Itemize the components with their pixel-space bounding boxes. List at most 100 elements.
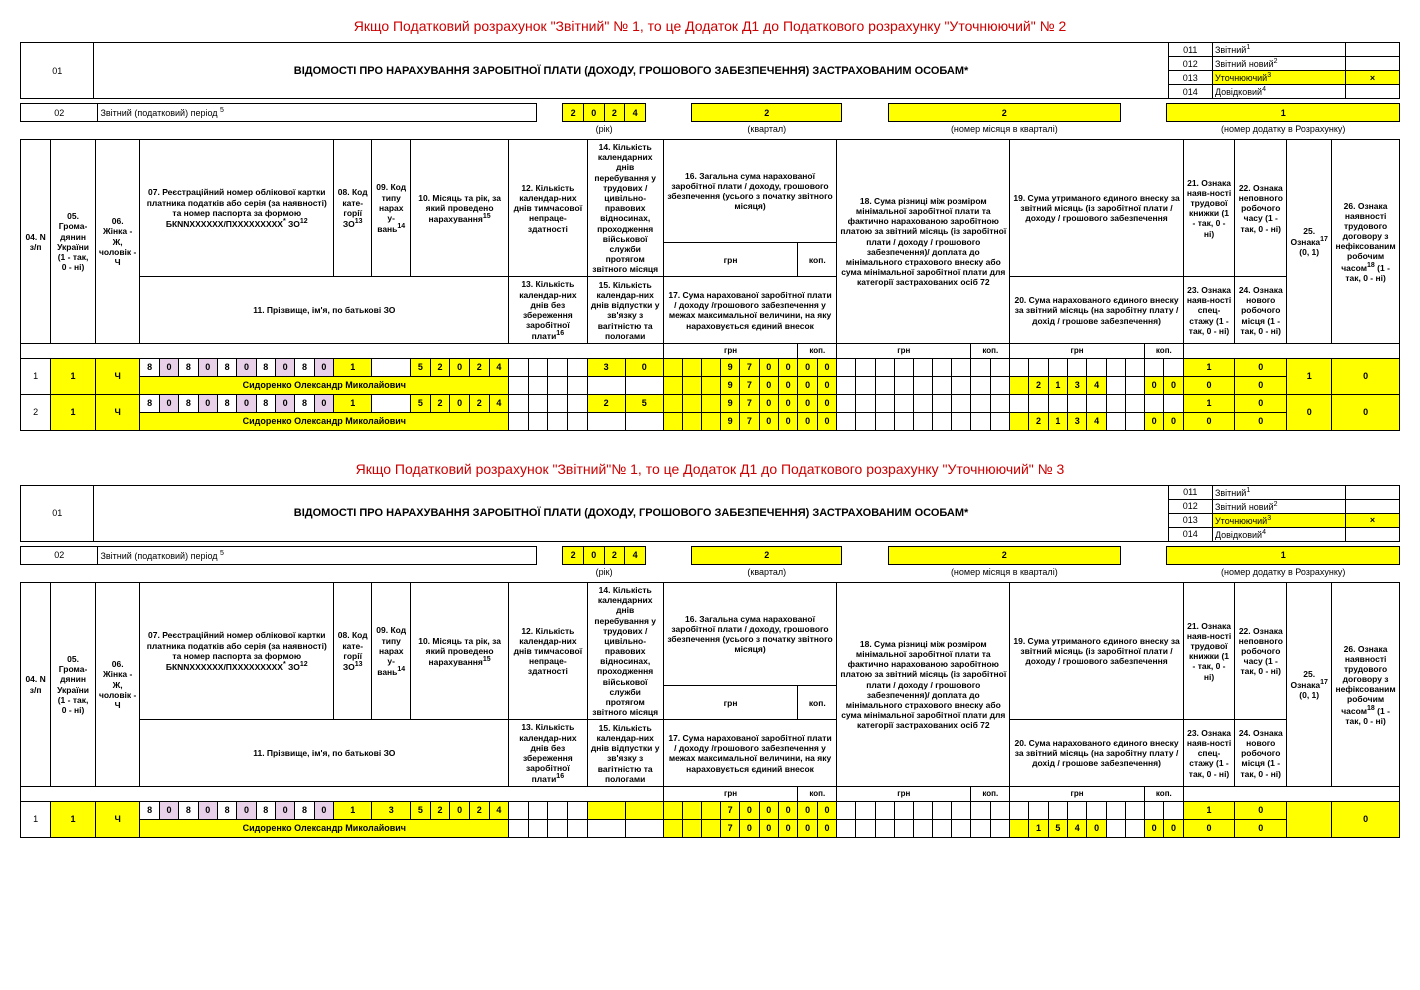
row-23: 0	[1183, 412, 1235, 430]
digit-cell: 0	[798, 394, 817, 412]
digit-cell: 0	[759, 819, 778, 837]
digit-cell: 5	[411, 358, 431, 376]
digit-cell	[913, 358, 932, 376]
label-quarter: (квартал)	[692, 564, 842, 578]
hdr-26: 26. Ознака наявності трудового договору …	[1332, 140, 1400, 344]
digit-cell: 8	[217, 801, 236, 819]
row-c6: Ч	[95, 801, 140, 837]
period-month: 2	[888, 104, 1120, 122]
digit-cell	[1125, 412, 1144, 430]
digit-cell	[971, 819, 991, 837]
form-red-title: Якщо Податковий розрахунок "Звітний"№ 1,…	[20, 461, 1400, 477]
digit-cell: 0	[450, 394, 470, 412]
hdr-21: 21. Ознака наяв-ності трудової книжки (1…	[1183, 582, 1235, 719]
digit-cell	[913, 801, 932, 819]
digit-cell: 0	[798, 412, 817, 430]
digit-cell	[528, 376, 548, 394]
digit-cell	[837, 394, 856, 412]
period-label: Звітний (податковий) період 5	[98, 104, 537, 122]
digit-cell: 8	[140, 801, 159, 819]
digit-cell: 4	[1068, 819, 1087, 837]
digit-cell: 8	[295, 801, 314, 819]
digit-cell	[528, 819, 548, 837]
digit-cell	[548, 819, 568, 837]
row-26: 0	[1332, 801, 1400, 837]
digit-cell	[528, 801, 548, 819]
label-year: (рік)	[563, 122, 646, 136]
digit-cell	[663, 801, 682, 819]
digit-cell	[1144, 358, 1163, 376]
code-02: 02	[21, 546, 98, 564]
digit-cell	[1125, 376, 1144, 394]
digit-cell	[1125, 394, 1144, 412]
hdr-20: 20. Сума нарахованого єдиного внеску за …	[1010, 277, 1183, 344]
type-label: Звітний1	[1212, 485, 1345, 499]
row-25: 0	[1287, 394, 1332, 430]
hdr-14: 14. Кількість календарних днів перебуван…	[587, 140, 663, 277]
digit-cell	[990, 412, 1010, 430]
digit-cell: 0	[817, 394, 836, 412]
digit-cell	[1164, 394, 1183, 412]
digit-cell	[663, 819, 682, 837]
digit-cell	[509, 819, 529, 837]
type-mark	[1346, 485, 1400, 499]
hdr-25: 25. Ознака17 (0, 1)	[1287, 582, 1332, 786]
digit-cell	[990, 394, 1010, 412]
row-cat: 1	[334, 358, 372, 376]
digit-cell: 2	[469, 358, 489, 376]
digit-cell	[990, 376, 1010, 394]
row-c5: 1	[51, 801, 96, 837]
type-mark: ×	[1346, 71, 1400, 85]
digit-cell	[875, 819, 894, 837]
digit-cell	[1010, 801, 1029, 819]
digit-cell: 8	[179, 394, 198, 412]
hdr-11: 11. Прізвище, ім'я, по батькові ЗО	[140, 720, 509, 787]
digit-cell: 0	[237, 358, 256, 376]
row-name: Сидоренко Олександр Миколайович	[140, 376, 509, 394]
period-appendix: 1	[1167, 104, 1400, 122]
code-01: 01	[21, 485, 94, 541]
code-02: 02	[21, 104, 98, 122]
period-appendix: 1	[1167, 546, 1400, 564]
digit-cell	[1106, 819, 1125, 837]
hdr-07: 07. Реєстраційний номер облікової картки…	[140, 140, 334, 277]
digit-cell	[663, 394, 682, 412]
type-code: 013	[1168, 513, 1212, 527]
hdr-08: 08. Код кате-горії ЗО13	[334, 140, 372, 277]
digit-cell	[933, 819, 952, 837]
type-label: Уточнюючий3	[1212, 513, 1345, 527]
digit-cell: 0	[159, 358, 178, 376]
row-24: 0	[1235, 819, 1287, 837]
digit-cell	[528, 394, 548, 412]
label-appendix: (номер додатку в Розрахунку)	[1167, 564, 1400, 578]
digit-cell: 5	[1048, 819, 1067, 837]
hdr-11: 11. Прізвище, ім'я, по батькові ЗО	[140, 277, 509, 344]
digit-cell: 0	[740, 819, 759, 837]
hdr-22: 22. Ознака неповного робочого часу (1 - …	[1235, 582, 1287, 719]
digit-cell	[952, 358, 971, 376]
digit-cell: 0	[583, 546, 604, 564]
digit-cell: 9	[720, 376, 739, 394]
type-code: 012	[1168, 57, 1212, 71]
row-name: Сидоренко Олександр Миколайович	[140, 819, 509, 837]
digit-cell	[701, 819, 720, 837]
digit-cell: 0	[314, 394, 333, 412]
digit-cell: 0	[275, 801, 294, 819]
digit-cell: 4	[489, 394, 509, 412]
row-n: 2	[21, 394, 51, 430]
sub-kop: коп.	[1144, 787, 1183, 802]
digit-cell: 2	[563, 546, 584, 564]
row-23: 0	[1183, 819, 1235, 837]
hdr-10: 10. Місяць та рік, за який проведено нар…	[411, 140, 509, 277]
digit-cell	[548, 801, 568, 819]
label-month: (номер місяця в кварталі)	[888, 122, 1120, 136]
digit-cell	[1106, 358, 1125, 376]
type-mark: ×	[1346, 513, 1400, 527]
digit-cell: 8	[256, 394, 275, 412]
sub-grn: грн	[837, 787, 971, 802]
digit-cell: 0	[817, 376, 836, 394]
type-label: Довідковий4	[1212, 85, 1345, 99]
sub-grn: грн	[663, 344, 798, 359]
digit-cell	[1048, 358, 1067, 376]
digit-cell: 1	[1048, 412, 1067, 430]
